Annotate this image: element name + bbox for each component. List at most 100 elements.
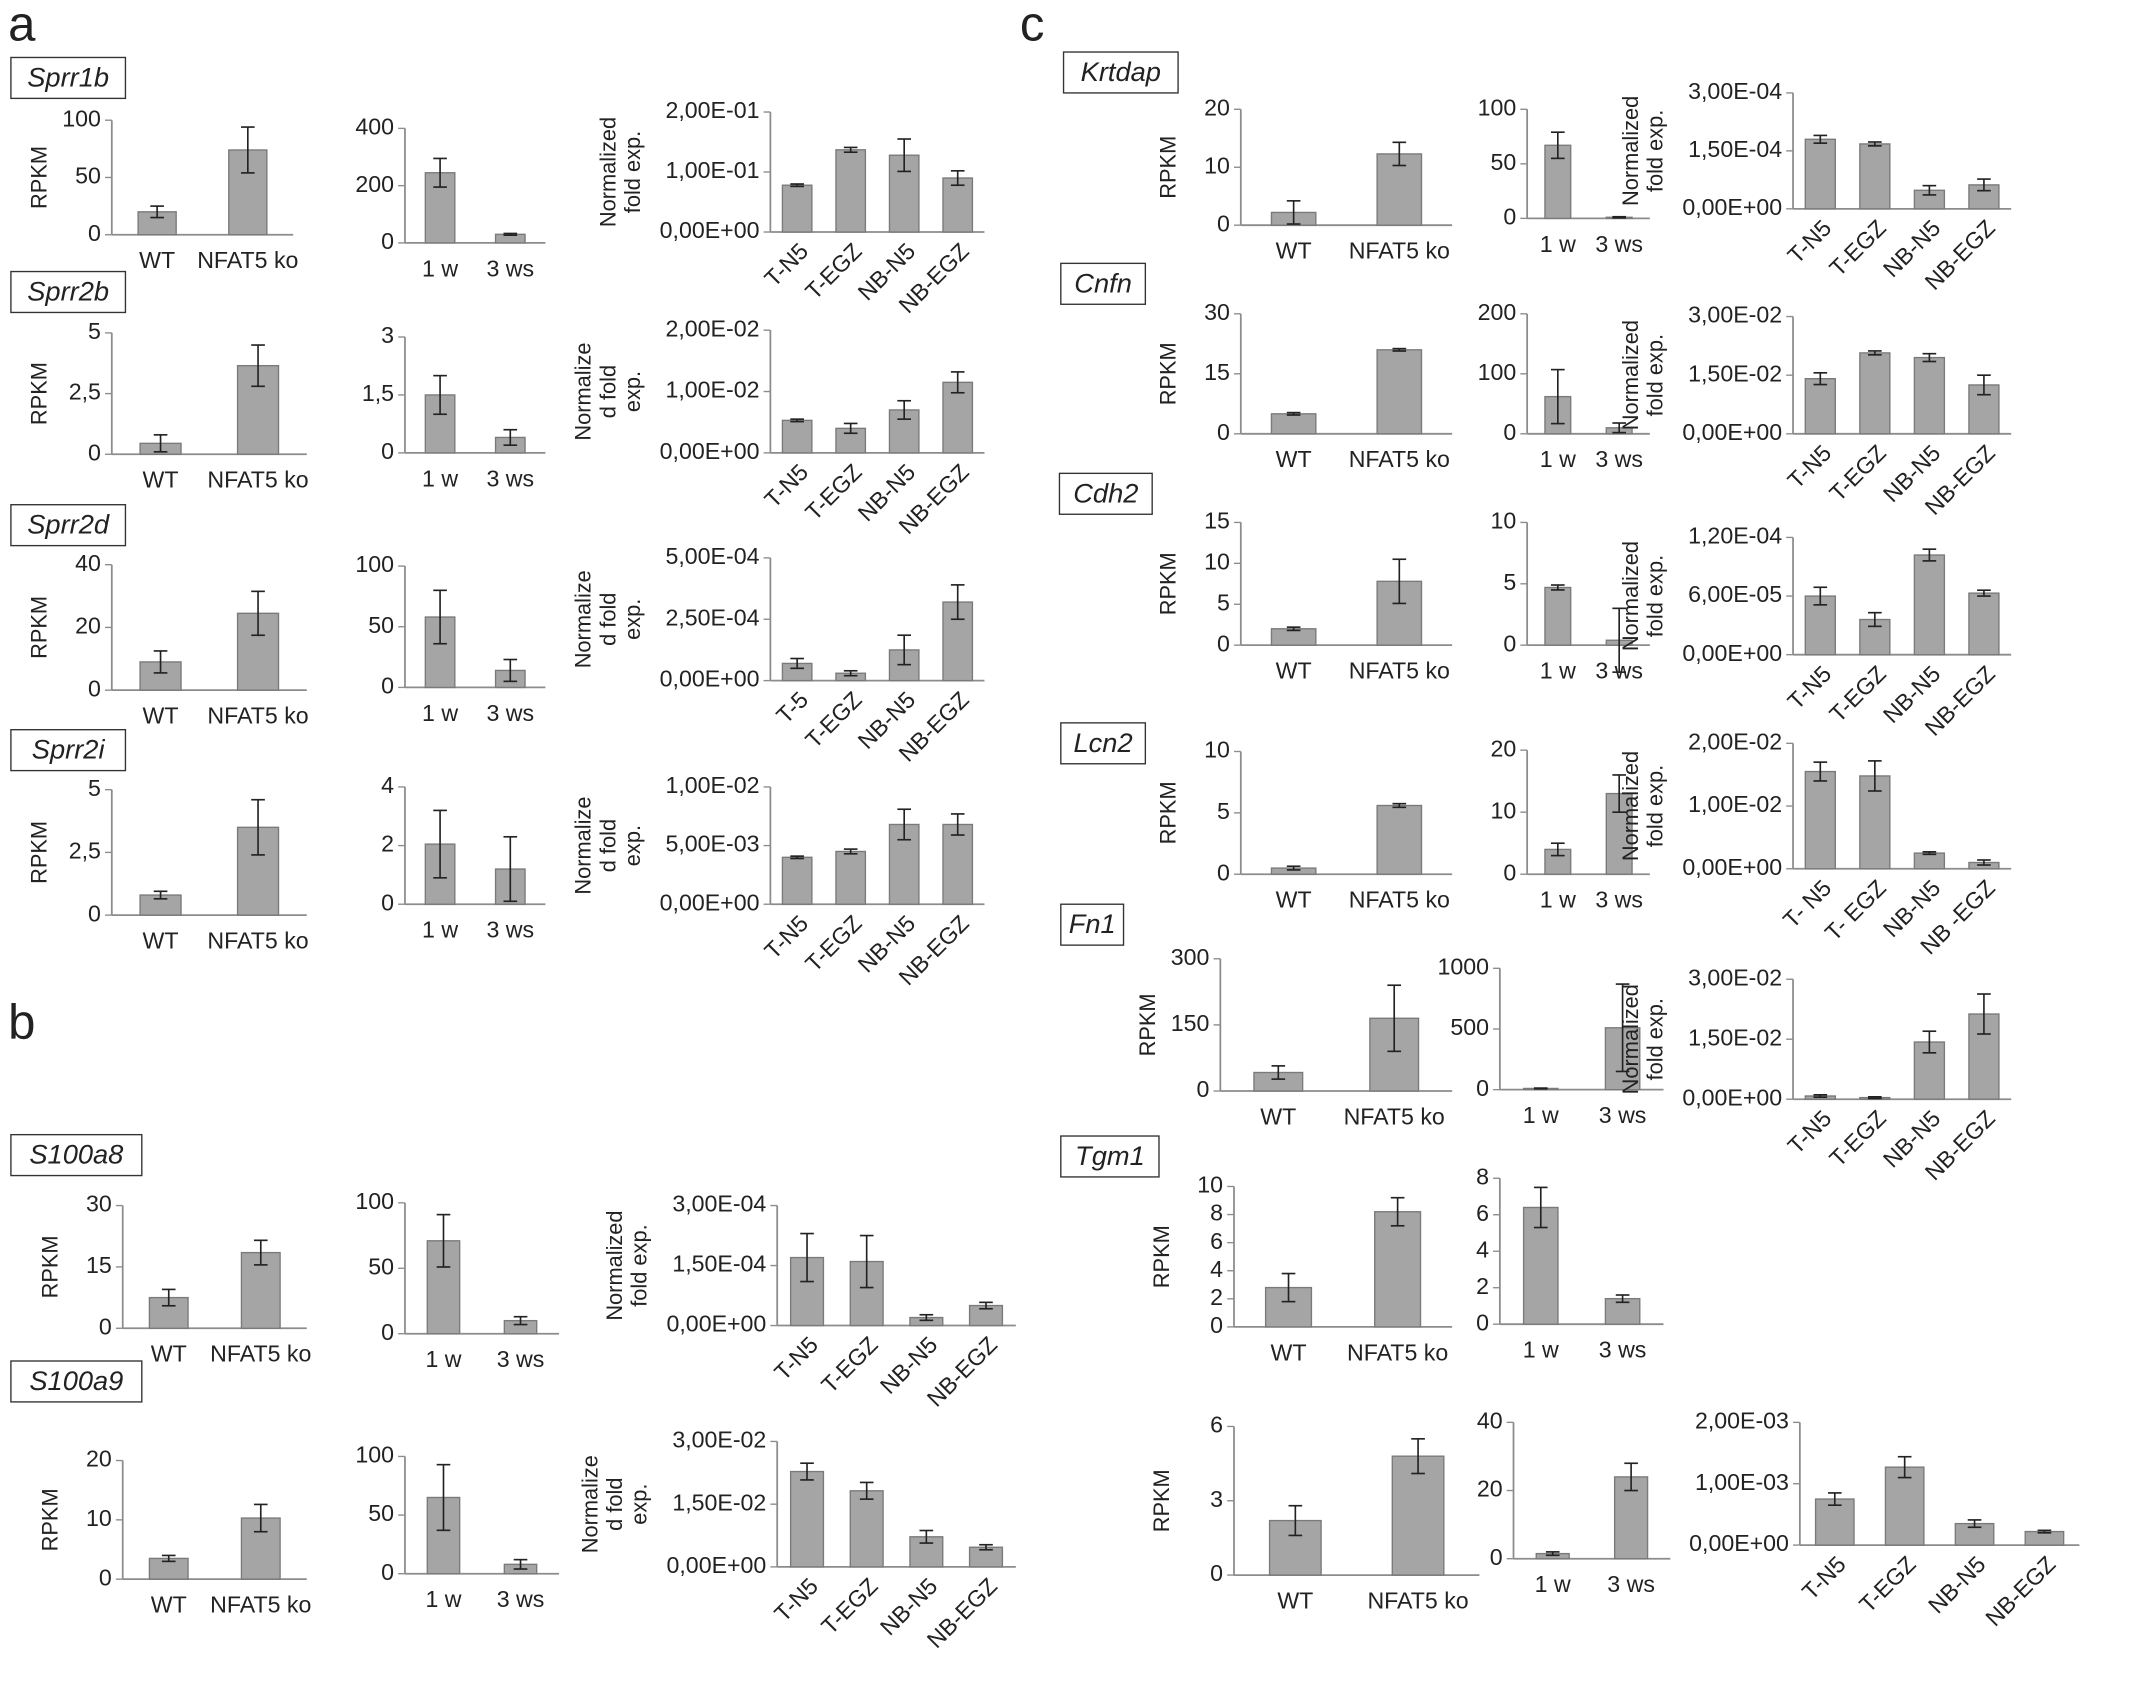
y-axis-label: RPKM xyxy=(1156,342,1181,405)
y-tick-label: 0 xyxy=(88,675,101,701)
x-tick-label: 1 w xyxy=(422,700,458,726)
bar-chart: 0 50 100 1 w 3 ws xyxy=(355,1188,560,1372)
y-tick-label: 0 xyxy=(88,439,101,465)
y-tick-label: 200 xyxy=(355,171,394,197)
y-tick-label: 5 xyxy=(1217,589,1230,615)
y-axis-label: RPKM xyxy=(27,362,52,425)
x-tick-label: WT xyxy=(151,1592,187,1618)
y-tick-label: 6 xyxy=(1210,1228,1223,1254)
gene-box xyxy=(1062,51,1179,94)
y-tick-label: 0 xyxy=(1217,210,1230,236)
y-tick-label: 0 xyxy=(1490,1544,1503,1570)
y-tick-label: 15 xyxy=(1204,359,1230,385)
x-tick-label: 3 ws xyxy=(497,1586,545,1612)
y-tick-label: 10 xyxy=(1490,797,1516,823)
x-tick-label: 3 ws xyxy=(1595,446,1643,472)
y-tick-label: 2 xyxy=(1476,1273,1489,1299)
x-tick-label: WT xyxy=(151,1341,187,1367)
x-tick-label: 1 w xyxy=(1523,1102,1559,1128)
x-tick-label: WT xyxy=(1276,446,1312,472)
bar xyxy=(1376,804,1423,875)
x-tick-label: 3 ws xyxy=(486,465,534,491)
bar-chart: 0 2 4 6 8 1 w 3 ws xyxy=(1476,1163,1664,1363)
bar-chart: 0 3 6 RPKM WT NFAT5 ko xyxy=(1149,1412,1480,1613)
gene-label: Lcn2 xyxy=(1074,727,1133,758)
bar xyxy=(781,184,813,233)
x-tick-label: WT xyxy=(1271,1339,1307,1365)
y-axis-label: RPKM xyxy=(1149,1469,1174,1532)
y-tick-label: 3,00E-04 xyxy=(1688,78,1782,104)
y-tick-label: 0 xyxy=(381,1319,394,1345)
x-tick-label: NFAT5 ko xyxy=(210,1341,311,1367)
y-tick-label: 2,5 xyxy=(69,379,101,405)
y-tick-label: 5 xyxy=(1503,569,1516,595)
panel-label: a xyxy=(8,0,36,51)
y-axis-label: exp. xyxy=(620,371,645,412)
x-tick-label: NFAT5 ko xyxy=(1349,446,1450,472)
y-tick-label: 1,20E-04 xyxy=(1688,523,1782,549)
y-tick-label: 1,00E-03 xyxy=(1695,1469,1789,1495)
bar-chart: 0 2,5 5 RPKM Sprr2i WT NFAT5 ko xyxy=(10,729,309,954)
y-tick-label: 30 xyxy=(1204,299,1230,325)
bar xyxy=(942,823,974,905)
y-tick-label: 0,00E+00 xyxy=(660,666,760,692)
gene-box xyxy=(1060,903,1125,946)
bar-chart: 0 5 10 1 w 3 ws xyxy=(1490,508,1650,684)
y-tick-label: 3,00E-04 xyxy=(672,1191,766,1217)
y-axis-label: fold exp. xyxy=(1642,334,1667,416)
gene-box xyxy=(1060,1135,1160,1178)
panel-label: b xyxy=(8,996,35,1050)
gene-label: Sprr2i xyxy=(32,734,106,765)
bar-chart: 0,00E+00 6,00E-05 1,20E-04 Normalized fold e… xyxy=(1618,523,2012,741)
bar xyxy=(781,856,813,905)
y-tick-label: 0 xyxy=(1476,1309,1489,1335)
y-axis-label: d fold xyxy=(595,365,620,418)
y-tick-label: 10 xyxy=(1490,508,1516,534)
x-tick-label: 3 ws xyxy=(486,917,534,943)
bar-chart: 0 5 10 15 RPKM Cdh2 WT NFAT5 ko xyxy=(1058,472,1453,684)
y-tick-label: 10 xyxy=(1204,152,1230,178)
y-tick-label: 8 xyxy=(1476,1163,1489,1189)
bar xyxy=(1391,1455,1445,1576)
y-tick-label: 10 xyxy=(1204,737,1230,763)
y-tick-label: 0 xyxy=(1503,630,1516,656)
bar xyxy=(1376,349,1423,435)
bar xyxy=(1913,554,1946,656)
y-tick-label: 4 xyxy=(1476,1236,1489,1262)
y-axis-label: RPKM xyxy=(27,821,52,884)
y-tick-label: 2 xyxy=(381,831,394,857)
bar xyxy=(942,177,974,233)
y-tick-label: 10 xyxy=(1204,548,1230,574)
y-axis-label: Normalize xyxy=(571,570,596,668)
gene-box xyxy=(10,1133,143,1177)
y-axis-label: fold exp. xyxy=(1642,765,1667,847)
y-tick-label: 0 xyxy=(381,673,394,699)
y-tick-label: 3,00E-02 xyxy=(1688,964,1782,990)
x-tick-label: WT xyxy=(1276,238,1312,264)
bar xyxy=(789,1470,825,1568)
bar xyxy=(1884,1466,1925,1546)
x-tick-label: NFAT5 ko xyxy=(1347,1339,1448,1365)
bar xyxy=(1859,352,1891,435)
y-axis-label: Normalized xyxy=(1618,984,1643,1094)
y-tick-label: 0,00E+00 xyxy=(1682,1084,1782,1110)
y-axis-label: RPKM xyxy=(1156,136,1181,199)
y-tick-label: 5 xyxy=(88,318,101,344)
y-axis-label: Normalize xyxy=(571,342,596,440)
x-tick-label: 1 w xyxy=(425,1586,461,1612)
y-axis-label: exp. xyxy=(627,1484,652,1525)
y-tick-label: 0 xyxy=(381,1559,394,1585)
bar-chart: 0 10 20 RPKM Krtdap WT NFAT5 ko xyxy=(1062,51,1453,264)
y-tick-label: 1,5 xyxy=(362,380,394,406)
x-tick-label: 3 ws xyxy=(486,255,534,281)
y-axis-label: fold exp. xyxy=(1642,998,1667,1080)
bar-chart: 0 500 1000 1 w 3 ws xyxy=(1437,953,1664,1128)
bar-chart: 0,00E+00 1,00E-01 2,00E-01 Normalized fold e… xyxy=(595,97,985,318)
y-tick-label: 3,00E-02 xyxy=(672,1427,766,1453)
y-axis-label: fold exp. xyxy=(1642,110,1667,192)
y-tick-label: 50 xyxy=(368,1253,394,1279)
y-axis-label: Normalized xyxy=(1618,96,1643,206)
y-tick-label: 0 xyxy=(88,220,101,246)
y-tick-label: 6 xyxy=(1476,1200,1489,1226)
